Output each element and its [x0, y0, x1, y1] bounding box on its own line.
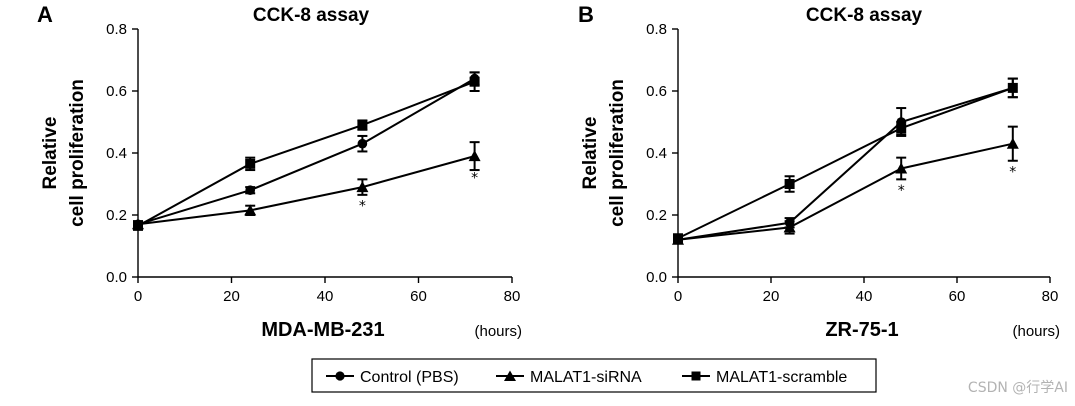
y-tick-label: 0.6	[106, 83, 127, 100]
y-tick-label: 0.4	[646, 145, 667, 162]
y-tick-label: 0.0	[646, 269, 667, 286]
y-tick-label: 0.2	[646, 207, 667, 224]
y-tick-label: 0.8	[646, 21, 667, 38]
x-axis-unit: (hours)	[474, 323, 522, 340]
chart-title: CCK-8 assay	[806, 5, 923, 26]
series-circle	[673, 77, 1018, 245]
legend-label-control: Control (PBS)	[360, 369, 459, 386]
series-line	[137, 155, 475, 226]
y-axis-label-line: Relative	[580, 117, 601, 190]
data-point	[245, 158, 256, 169]
x-tick-label: 20	[763, 288, 780, 305]
series-square	[673, 77, 1018, 244]
y-tick-label: 0.6	[646, 83, 667, 100]
chart-title: CCK-8 assay	[253, 5, 370, 26]
x-axis-label: MDA-MB-231	[261, 319, 384, 341]
x-tick-label: 40	[856, 288, 873, 305]
y-tick-label: 0.2	[106, 207, 127, 224]
y-axis-label-line: cell proliferation	[67, 79, 88, 227]
series-triangle	[672, 125, 1019, 245]
data-point	[245, 185, 255, 195]
data-point	[244, 204, 257, 216]
data-point	[896, 123, 907, 134]
data-point	[895, 162, 908, 174]
significance-mark: *	[359, 198, 366, 214]
data-point	[468, 150, 481, 162]
y-axis-label-line: Relative	[40, 117, 61, 190]
x-axis-label: ZR-75-1	[825, 319, 898, 341]
significance-mark: *	[1009, 164, 1016, 180]
panel-b: B CCK-8 assay 0.0 0.2 0.4 0.6 0.8 0 20 40 60 80 Rela…	[578, 2, 1060, 341]
data-point	[783, 221, 796, 233]
data-point	[784, 179, 795, 189]
series-line	[677, 86, 1014, 241]
triangle-marker-icon	[504, 370, 516, 381]
series-square	[133, 71, 480, 231]
watermark: CSDN @行学AI	[968, 380, 1068, 396]
series-line	[137, 77, 476, 226]
x-axis-unit: (hours)	[1012, 323, 1060, 340]
data-point	[357, 120, 368, 131]
legend-box	[311, 358, 877, 393]
y-tick-label: 0.0	[106, 269, 127, 286]
data-point	[1006, 137, 1019, 149]
legend-label-sirna: MALAT1-siRNA	[530, 369, 642, 386]
data-point	[133, 220, 143, 231]
series-circle	[133, 71, 480, 230]
square-marker-icon	[691, 371, 701, 381]
x-tick-label: 40	[317, 288, 334, 305]
data-point	[356, 181, 369, 193]
circle-marker-icon	[335, 371, 345, 381]
series-line	[677, 142, 1014, 241]
data-point	[357, 138, 368, 149]
legend-label-scramble: MALAT1-scramble	[716, 369, 847, 386]
x-tick-label: 60	[410, 288, 427, 305]
x-tick-label: 80	[1042, 288, 1059, 305]
x-tick-label: 60	[949, 288, 966, 305]
data-point	[469, 76, 480, 87]
x-tick-label: 80	[504, 288, 521, 305]
legend: Control (PBS) MALAT1-siRNA MALAT1-scramb…	[311, 358, 877, 393]
y-tick-label: 0.8	[106, 21, 127, 38]
panel-a: A CCK-8 assay 0.0 0.2 0.4 0.6 0.8 0 20 40 60 80 Rela…	[37, 2, 522, 341]
x-tick-label: 0	[134, 288, 142, 305]
y-axis-label-line: cell proliferation	[607, 79, 628, 227]
y-tick-label: 0.4	[106, 145, 127, 162]
series-line	[677, 86, 1014, 240]
data-point	[1007, 82, 1018, 93]
data-point	[673, 233, 683, 244]
panel-letter: B	[578, 2, 594, 27]
panel-letter: A	[37, 2, 53, 27]
x-tick-label: 20	[223, 288, 240, 305]
x-tick-label: 0	[674, 288, 682, 305]
significance-mark: *	[471, 170, 478, 186]
significance-mark: *	[898, 183, 905, 199]
y-axis-label: Relative cell proliferation	[40, 79, 88, 227]
series-triangle	[132, 141, 481, 230]
y-axis-label: Relative cell proliferation	[580, 79, 628, 227]
series-line	[137, 80, 475, 227]
